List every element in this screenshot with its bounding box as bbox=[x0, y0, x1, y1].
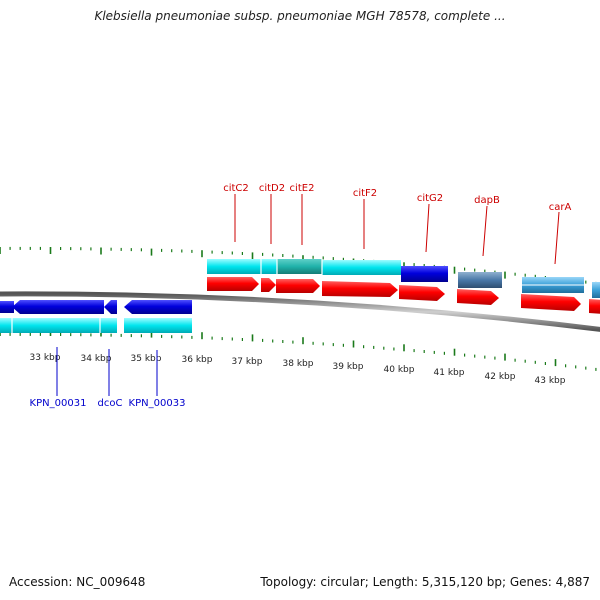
gene-reverse-2[interactable] bbox=[124, 318, 192, 333]
kbp-scale-labels: 33 kbp 34 kbp 35 kbp 36 kbp 37 kbp 38 kb… bbox=[30, 353, 566, 386]
kbp-label: 41 kbp bbox=[434, 368, 465, 378]
cds-kpn-00031[interactable] bbox=[0, 301, 14, 313]
cds-citd2[interactable] bbox=[261, 278, 276, 292]
leader-cara bbox=[554, 211, 560, 265]
gene-label-dapb[interactable]: dapB bbox=[474, 195, 500, 206]
gene-cite2[interactable] bbox=[277, 259, 322, 274]
page-title: Klebsiella pneumoniae subsp. pneumoniae … bbox=[94, 9, 506, 23]
genome-backbone bbox=[0, 291, 600, 332]
gene-label-citg2[interactable]: citG2 bbox=[417, 193, 443, 204]
gene-citd2[interactable] bbox=[261, 259, 277, 274]
leader-dapb bbox=[482, 205, 488, 257]
accession-text: Accession: NC_009648 bbox=[9, 575, 146, 589]
kbp-label: 38 kbp bbox=[283, 359, 314, 369]
forward-gene-track bbox=[207, 259, 600, 298]
lower-gene-labels: KPN_00031 dcoC KPN_00033 bbox=[30, 347, 186, 409]
gene-citf2[interactable] bbox=[322, 260, 401, 275]
cds-kpn-00033[interactable] bbox=[124, 300, 192, 314]
forward-strand-features bbox=[207, 277, 600, 314]
gene-reverse-1[interactable] bbox=[0, 318, 117, 333]
cds-citc2[interactable] bbox=[207, 277, 259, 291]
gene-label-citf2[interactable]: citF2 bbox=[353, 188, 377, 199]
reverse-strand-features bbox=[0, 300, 192, 333]
gene-label-kpn-00031[interactable]: KPN_00031 bbox=[30, 398, 87, 409]
cds-dapb[interactable] bbox=[457, 289, 499, 305]
kbp-label: 43 kbp bbox=[535, 376, 566, 386]
gene-label-kpn-00033[interactable]: KPN_00033 bbox=[129, 398, 186, 409]
kbp-label: 36 kbp bbox=[182, 355, 213, 365]
cds-dcoc[interactable] bbox=[104, 300, 117, 314]
kbp-label: 39 kbp bbox=[333, 362, 364, 372]
gene-dapb[interactable] bbox=[458, 272, 502, 288]
cds-citf2[interactable] bbox=[322, 281, 398, 297]
gene-citg2[interactable] bbox=[401, 266, 448, 282]
gene-label-cara[interactable]: carA bbox=[549, 202, 572, 213]
cds-next[interactable] bbox=[589, 299, 600, 314]
kbp-label: 34 kbp bbox=[81, 354, 112, 364]
gene-next[interactable] bbox=[592, 282, 600, 298]
kbp-label: 40 kbp bbox=[384, 365, 415, 375]
gene-citc2[interactable] bbox=[207, 259, 261, 274]
cds-cite2[interactable] bbox=[276, 279, 320, 293]
cds-kpn-00031b[interactable] bbox=[12, 300, 104, 314]
kbp-label: 35 kbp bbox=[131, 354, 162, 364]
kbp-label: 37 kbp bbox=[232, 357, 263, 367]
gene-label-citd2[interactable]: citD2 bbox=[259, 183, 285, 194]
cds-cara[interactable] bbox=[521, 294, 581, 311]
kbp-label: 42 kbp bbox=[485, 372, 516, 382]
cds-citg2[interactable] bbox=[399, 285, 445, 301]
gene-label-cite2[interactable]: citE2 bbox=[290, 183, 315, 194]
kbp-label: 33 kbp bbox=[30, 353, 61, 363]
gene-label-dcoc[interactable]: dcoC bbox=[98, 398, 123, 409]
gene-label-citc2[interactable]: citC2 bbox=[223, 183, 249, 194]
topology-text: Topology: circular; Length: 5,315,120 bp… bbox=[260, 575, 590, 589]
leader-citg2 bbox=[425, 203, 430, 253]
upper-gene-labels: citC2 citD2 citE2 citF2 citG2 dapB carA bbox=[223, 183, 572, 265]
